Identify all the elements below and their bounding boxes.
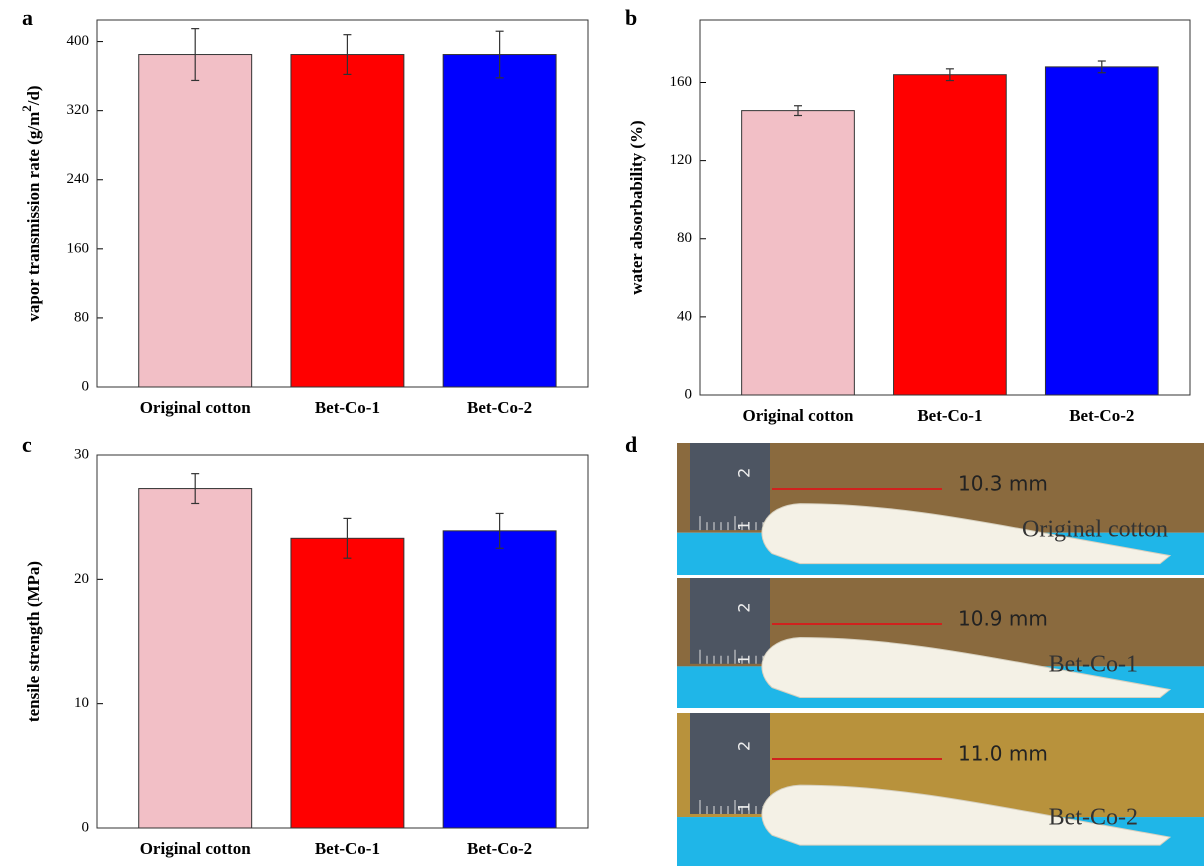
error-bar: [495, 30, 504, 79]
sample-name: Bet-Co-1: [1049, 652, 1138, 678]
ruler: [690, 443, 770, 531]
sample-name: Bet-Co-2: [1049, 805, 1138, 831]
measurement: 10.9 mm: [958, 607, 1048, 631]
y-tick-label: 0: [82, 819, 90, 835]
error-bar: [343, 34, 352, 76]
axes-frame: [96, 454, 589, 829]
y-tick-label: 0: [685, 386, 693, 402]
x-tick-label: Bet-Co-2: [1069, 406, 1134, 425]
y-tick-label: 240: [67, 171, 90, 187]
panel-label: a: [22, 5, 33, 30]
y-tick-label: 160: [67, 240, 90, 256]
x-tick-label: Bet-Co-2: [467, 398, 532, 417]
bar: [442, 530, 557, 829]
bar: [290, 537, 405, 829]
panel-label: c: [22, 432, 32, 457]
fabric: [761, 784, 1172, 846]
y-tick-label: 400: [67, 33, 90, 49]
bar: [138, 54, 253, 388]
y-tick-label: 0: [82, 378, 90, 394]
y-tick-label: 320: [67, 102, 90, 118]
photo-strip: 1 2 11.0 mm Bet-Co-2: [677, 713, 1204, 866]
y-tick-label: 80: [74, 309, 89, 325]
y-tick-label: 20: [74, 571, 89, 587]
y-tick-label: 30: [74, 446, 89, 462]
x-tick-label: Original cotton: [140, 839, 252, 858]
y-axis-label: vapor transmission rate (g/m2/d): [19, 85, 43, 321]
measurement: 10.3 mm: [958, 472, 1048, 496]
error-bar: [945, 68, 954, 82]
x-tick-label: Bet-Co-1: [917, 406, 982, 425]
panel-label: d: [625, 432, 637, 457]
error-bar: [1097, 60, 1106, 74]
error-bar: [343, 517, 352, 559]
ruler: [690, 578, 770, 664]
axes-frame: [96, 19, 589, 388]
fabric: [761, 503, 1172, 565]
x-tick-label: Bet-Co-1: [315, 839, 380, 858]
axes-frame: [699, 19, 1191, 396]
ruler-number: 1: [735, 802, 754, 812]
y-axis-label: tensile strength (MPa): [24, 561, 43, 722]
y-axis-label: water absorbability (%): [627, 120, 646, 294]
ruler-number: 1: [735, 654, 754, 664]
bar: [741, 110, 855, 396]
x-tick-label: Original cotton: [743, 406, 855, 425]
bar: [893, 74, 1007, 396]
x-tick-label: Original cotton: [140, 398, 252, 417]
error-bar: [191, 473, 200, 505]
ruler-number: 2: [735, 468, 754, 478]
photo-strip: 1 2 10.3 mm Original cotton: [677, 443, 1204, 575]
ruler-number: 2: [735, 602, 754, 612]
fabric: [761, 636, 1172, 698]
x-tick-label: Bet-Co-2: [467, 839, 532, 858]
error-bar: [191, 28, 200, 82]
y-tick-label: 80: [677, 230, 692, 246]
ruler-number: 1: [735, 521, 754, 531]
y-tick-label: 120: [670, 152, 693, 168]
ruler: [690, 713, 770, 814]
bar: [1044, 66, 1159, 396]
y-tick-label: 40: [677, 308, 692, 324]
measurement: 11.0 mm: [958, 742, 1048, 766]
y-axis-label-text: vapor transmission rate (g/m: [24, 112, 43, 322]
bar: [290, 54, 405, 388]
y-axis-label-superscript: 2: [19, 105, 34, 112]
panel-label: b: [625, 5, 637, 30]
error-bar: [495, 512, 504, 549]
bar: [442, 54, 557, 388]
x-tick-label: Bet-Co-1: [315, 398, 380, 417]
error-bar: [794, 105, 802, 117]
sample-name: Original cotton: [1022, 517, 1168, 543]
bar: [138, 488, 253, 829]
y-tick-label: 160: [670, 74, 693, 90]
ruler-number: 2: [735, 741, 754, 751]
y-tick-label: 10: [74, 695, 89, 711]
y-axis-label-tail: /d): [24, 85, 43, 106]
